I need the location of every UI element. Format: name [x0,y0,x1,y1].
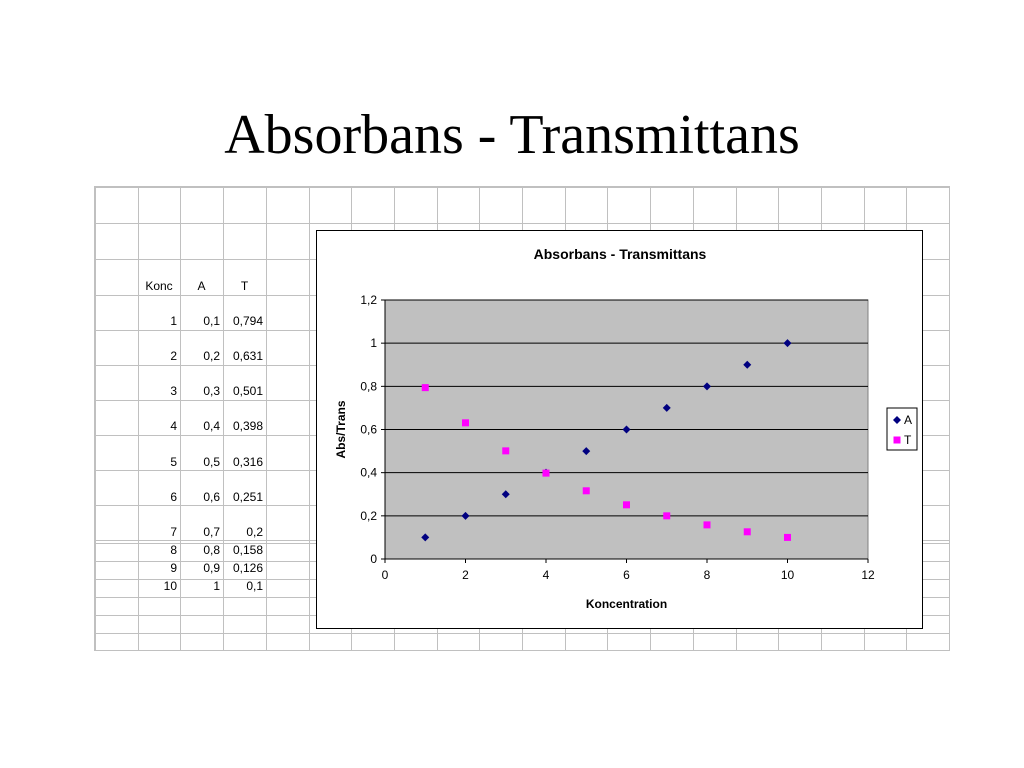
table-cell: 0,6 [203,490,220,504]
data-point-a [703,382,711,391]
data-point-t [703,521,711,529]
table-cell: 0,501 [232,384,263,398]
legend-marker-t [893,436,901,444]
table-cell: 0,398 [232,419,263,433]
legend-box [886,407,918,451]
table-cell: 7 [170,525,177,539]
data-point-a [421,533,430,542]
table-header-cell: Konc [145,279,173,293]
y-tick-label: 0,2 [360,509,377,523]
data-point-t [663,512,671,520]
table-cell: 4 [170,419,177,433]
table-cell: 1 [170,314,177,328]
table-cell: 0,1 [203,314,220,328]
table-cell: 0,794 [232,314,263,328]
x-tick-label: 10 [781,568,795,582]
table-cell: 8 [170,543,177,557]
y-tick-label: 1,2 [360,293,377,307]
data-point-t [743,528,751,536]
scatter-chart: Absorbans - Transmittans 0 0,2 0,4 0,6 0,8 1 1,… [334,246,918,611]
data-point-a [662,403,671,412]
y-tick-label: 0 [370,552,377,566]
table-cell: 10 [163,579,177,593]
y-tick-label: 0,4 [360,466,377,480]
table-cell: 9 [170,561,177,575]
table-cell: 5 [170,455,177,469]
y-axis-label: Abs/Trans [334,400,348,458]
table-cell: 0,2 [203,349,220,363]
table-cell: 0,316 [232,455,263,469]
data-point-a [501,490,510,499]
y-tick-label: 0,8 [360,379,377,393]
x-axis-label: Koncentration [586,597,667,611]
x-tick-label: 6 [623,568,630,582]
legend-label: A [904,413,912,427]
data-point-t [462,419,469,427]
table-cell: 2 [170,349,177,363]
data-point-a [461,511,470,520]
table-cell: 0,2 [246,525,263,539]
table-cell: 3 [170,384,177,398]
table-cell: 0,9 [203,561,220,575]
table-cell: 0,4 [203,419,220,433]
chart-area[interactable]: Absorbans - Transmittans 0 0,2 0,4 0,6 0,8 1 1,… [316,230,923,629]
table-cell: 0,8 [203,543,220,557]
table-cell: 1 [213,579,220,593]
data-point-t [421,384,429,392]
legend: AT [886,407,918,451]
data-point-t [502,447,510,455]
table-header-cell: A [197,279,206,293]
table-cell: 0,1 [246,579,263,593]
x-tick-label: 8 [704,568,711,582]
data-point-a [783,339,792,348]
table-cell: 0,7 [203,525,220,539]
data-point-t [542,469,550,477]
legend-label: T [904,433,912,447]
table-cell: 0,251 [232,490,263,504]
data-point-a [582,447,591,456]
data-point-t [582,487,590,495]
y-tick-label: 1 [370,336,377,350]
table-cell: 0,126 [232,561,263,575]
table-cell: 0,631 [232,349,263,363]
data-point-a [743,360,752,369]
slide-title: Absorbans - Transmittans [224,104,800,166]
x-tick-label: 4 [543,568,550,582]
table-cell: 0,3 [203,384,220,398]
table-cell: 6 [170,490,177,504]
y-tick-label: 0,6 [360,423,377,437]
legend-marker-a [893,416,901,424]
x-tick-label: 0 [382,568,389,582]
x-tick-label: 12 [861,568,875,582]
table-header-cell: T [240,279,249,293]
x-tick-label: 2 [462,568,469,582]
chart-title: Absorbans - Transmittans [534,246,707,262]
data-point-t [623,501,630,509]
table-cell: 0,158 [232,543,263,557]
data-point-a [622,425,631,434]
data-point-t [784,533,791,541]
table-cell: 0,5 [203,455,220,469]
